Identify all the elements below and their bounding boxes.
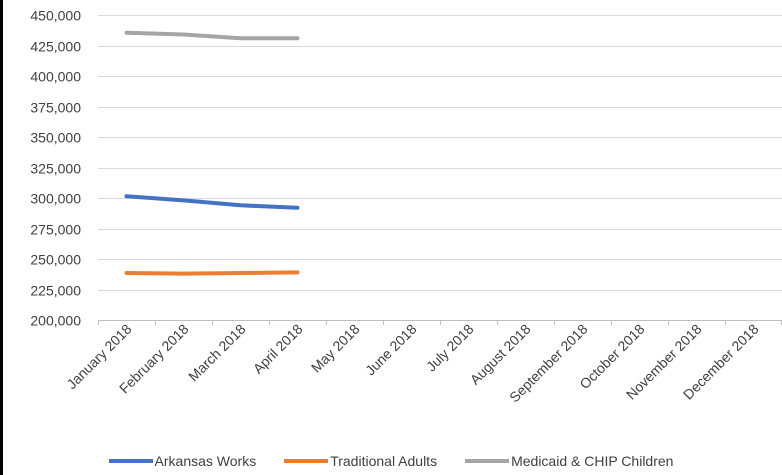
y-tick-label: 225,000 xyxy=(30,283,81,299)
series-line-medicaid-chip-children xyxy=(124,30,300,41)
y-tick-label: 425,000 xyxy=(30,39,81,55)
legend-swatch xyxy=(465,459,510,463)
x-tick-label: June 2018 xyxy=(362,321,420,379)
legend-swatch xyxy=(284,459,329,463)
x-tick-label: March 2018 xyxy=(185,321,249,385)
y-tick-label: 450,000 xyxy=(30,8,81,24)
legend-label: Arkansas Works xyxy=(154,453,257,469)
legend-label: Medicaid & CHIP Children xyxy=(511,453,674,469)
y-tick-label: 250,000 xyxy=(30,252,81,268)
legend-item: Arkansas Works xyxy=(108,452,257,470)
x-tick-label: May 2018 xyxy=(308,321,363,376)
legend-label: Traditional Adults xyxy=(330,453,438,469)
series-line-arkansas-works xyxy=(124,194,300,210)
series-line-traditional-adults xyxy=(124,270,300,276)
x-tick-label: April 2018 xyxy=(250,321,306,377)
y-tick-label: 375,000 xyxy=(30,100,81,116)
y-tick-label: 275,000 xyxy=(30,222,81,238)
legend: Arkansas Works Traditional Adults Medicaid… xyxy=(0,452,782,470)
legend-item: Traditional Adults xyxy=(284,452,437,470)
y-tick-label: 300,000 xyxy=(30,191,81,207)
y-tick-label: 350,000 xyxy=(30,130,81,146)
legend-swatch xyxy=(108,459,153,463)
y-tick-label: 325,000 xyxy=(30,161,81,177)
x-tick-label: July 2018 xyxy=(423,321,477,375)
legend-item: Medicaid & CHIP Children xyxy=(465,452,673,470)
y-tick-label: 200,000 xyxy=(30,313,81,329)
frame-left-border xyxy=(0,0,3,475)
y-tick-label: 400,000 xyxy=(30,69,81,85)
